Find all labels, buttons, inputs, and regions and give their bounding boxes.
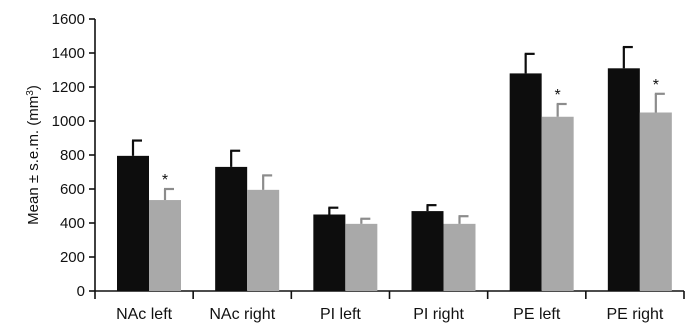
y-axis-label: Mean ± s.e.m. (mm3) (25, 85, 43, 225)
x-category-label: NAc left (116, 306, 173, 323)
y-axis: 0 200 400 600 800 1000 1200 1400 1600 (52, 11, 96, 300)
y-tick-label: 200 (60, 249, 85, 266)
y-tick-label: 800 (60, 147, 85, 164)
significance-star: * (162, 172, 168, 189)
significance-star: * (555, 87, 561, 104)
bars (117, 68, 672, 292)
y-tick-label: 1000 (52, 113, 85, 130)
x-category-label: PE left (513, 306, 561, 323)
y-tick-label: 400 (60, 215, 85, 232)
y-axis-label-superscript: 3 (25, 90, 36, 96)
bar-series-2 (149, 200, 181, 291)
x-category-label: NAc right (209, 306, 275, 323)
y-axis-label-prefix: Mean ± s.e.m. (mm (25, 96, 42, 225)
bar-series-1 (117, 155, 149, 291)
y-tick-label: 1600 (52, 11, 85, 28)
bar-series-1 (313, 214, 346, 291)
bar-series-2 (639, 112, 672, 291)
y-tick-label: 0 (77, 283, 85, 300)
bar-series-1 (411, 211, 444, 291)
x-axis: NAc left NAc right PI left PI right PE left P… (94, 290, 685, 323)
bar-series-2 (345, 223, 378, 291)
y-axis-label-suffix: ) (25, 85, 42, 90)
y-tick-label: 1200 (52, 79, 85, 96)
x-category-label: PI right (413, 306, 464, 323)
y-tick-label: 600 (60, 181, 85, 198)
y-tick-label: 1400 (52, 45, 85, 62)
bar-series-2 (541, 116, 574, 291)
x-category-label: PI left (320, 306, 361, 323)
error-bars (131, 45, 665, 224)
bar-series-1 (215, 166, 248, 291)
bar-series-2 (443, 223, 476, 291)
significance-markers: * * * (162, 77, 659, 189)
bar-series-1 (509, 73, 542, 292)
bar-series-2 (247, 189, 280, 291)
significance-star: * (653, 77, 659, 94)
bar-series-1 (607, 68, 640, 291)
x-category-label: PE right (606, 306, 663, 323)
